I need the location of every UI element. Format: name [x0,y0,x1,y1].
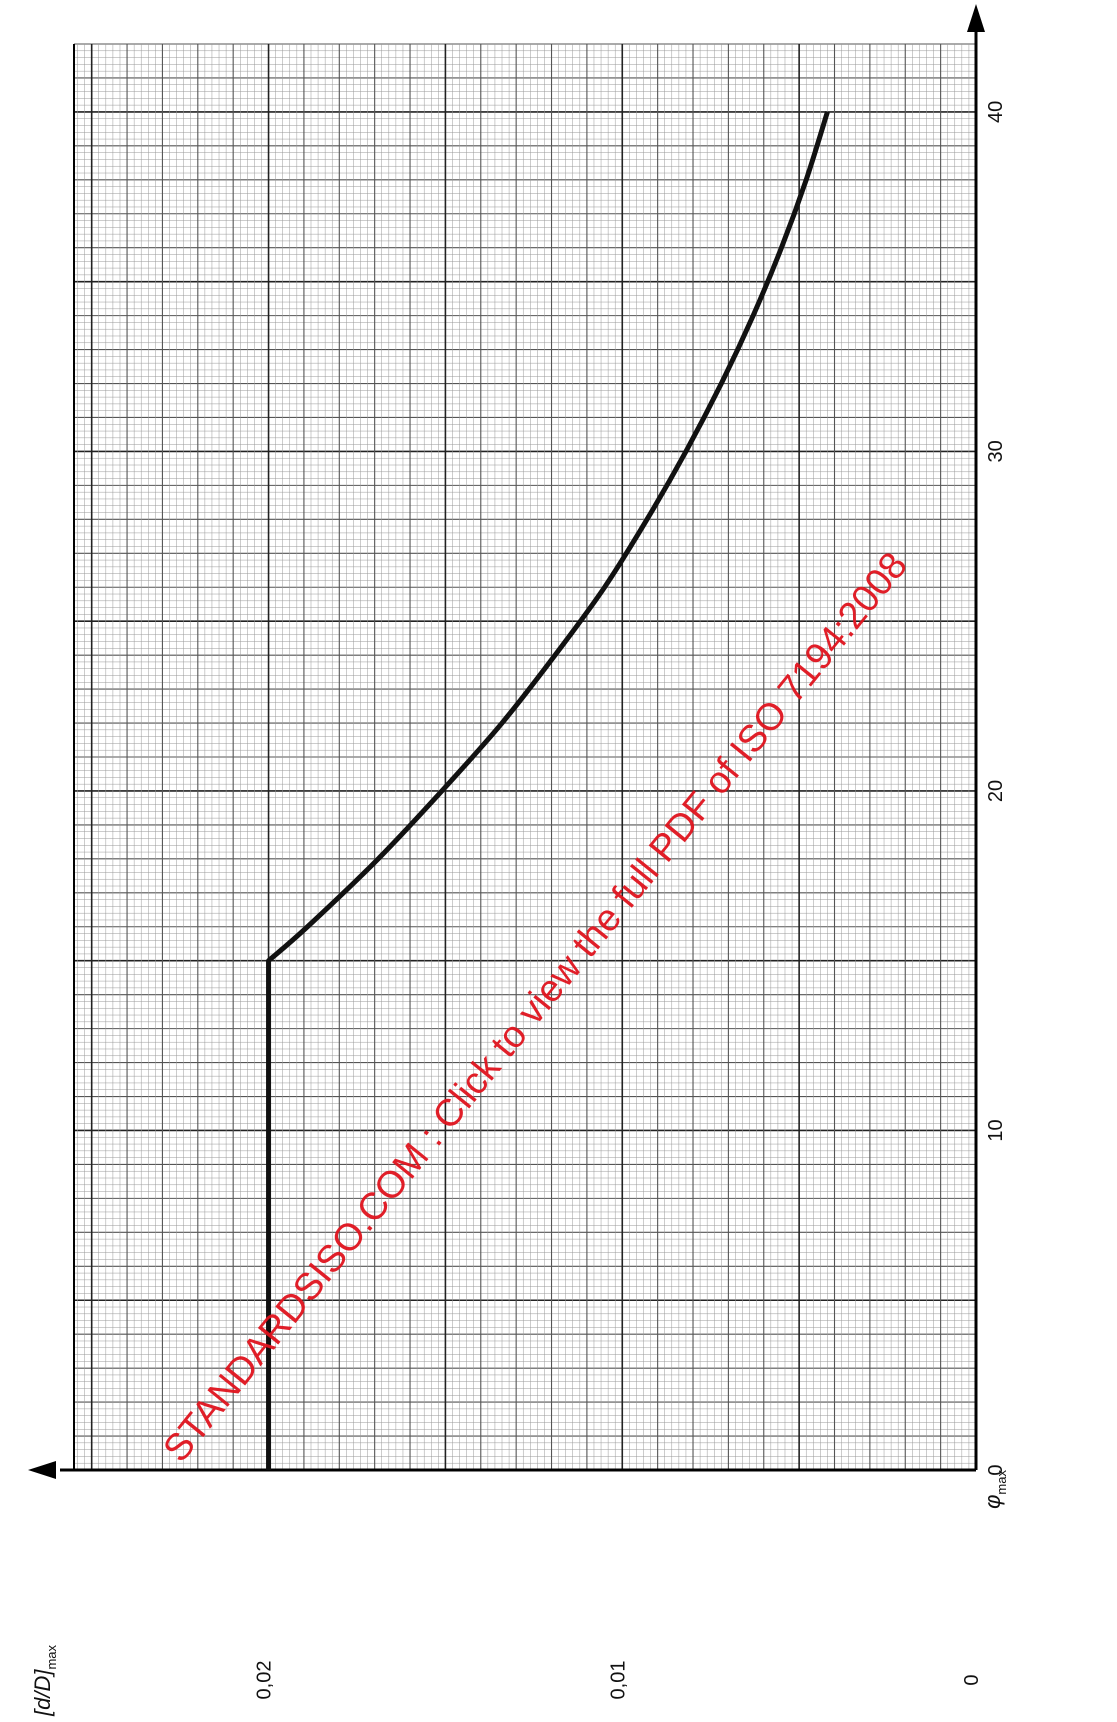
y-axis-label-sub: max [44,1644,59,1669]
y-tick-label-group: 0,01 [607,1661,629,1700]
x-axis-label-sub: max [994,1470,1009,1495]
x-axis-label: φmax [980,1470,1009,1509]
y-tick-label: 0,02 [254,1661,276,1700]
y-tick-label-group: 0,02 [254,1661,276,1700]
x-tick-label-group: 0 [985,1464,1007,1475]
x-axis-label-var: φ [980,1495,1005,1509]
x-tick-label: 20 [985,780,1007,802]
x-tick-label: 0 [985,1464,1007,1475]
y-axis-label: [d/D]max [30,1644,59,1717]
x-tick-label-group: 40 [985,101,1007,123]
x-tick-label-group: 20 [985,780,1007,802]
x-tick-label: 10 [985,1119,1007,1141]
tick-labels: 0 10 20 30 40 0 0,01 0,02 [254,101,1007,1700]
x-tick-label: 30 [985,440,1007,462]
x-tick-label-group: 30 [985,440,1007,462]
x-tick-label: 40 [985,101,1007,123]
series-curve [266,111,830,1470]
x-axis-arrow [967,4,985,32]
y-tick-label: 0 [961,1674,983,1685]
x-tick-label-group: 10 [985,1119,1007,1141]
svg-text:[d/D]max: [d/D]max [30,1644,59,1717]
svg-text:φmax: φmax [980,1470,1009,1509]
axes [28,4,985,1479]
y-axis-arrow [28,1461,56,1479]
y-tick-label-group: 0 [961,1674,983,1685]
y-tick-label: 0,01 [607,1661,629,1700]
y-axis-label-main: [d/D] [30,1669,55,1717]
series-line [266,111,830,1470]
